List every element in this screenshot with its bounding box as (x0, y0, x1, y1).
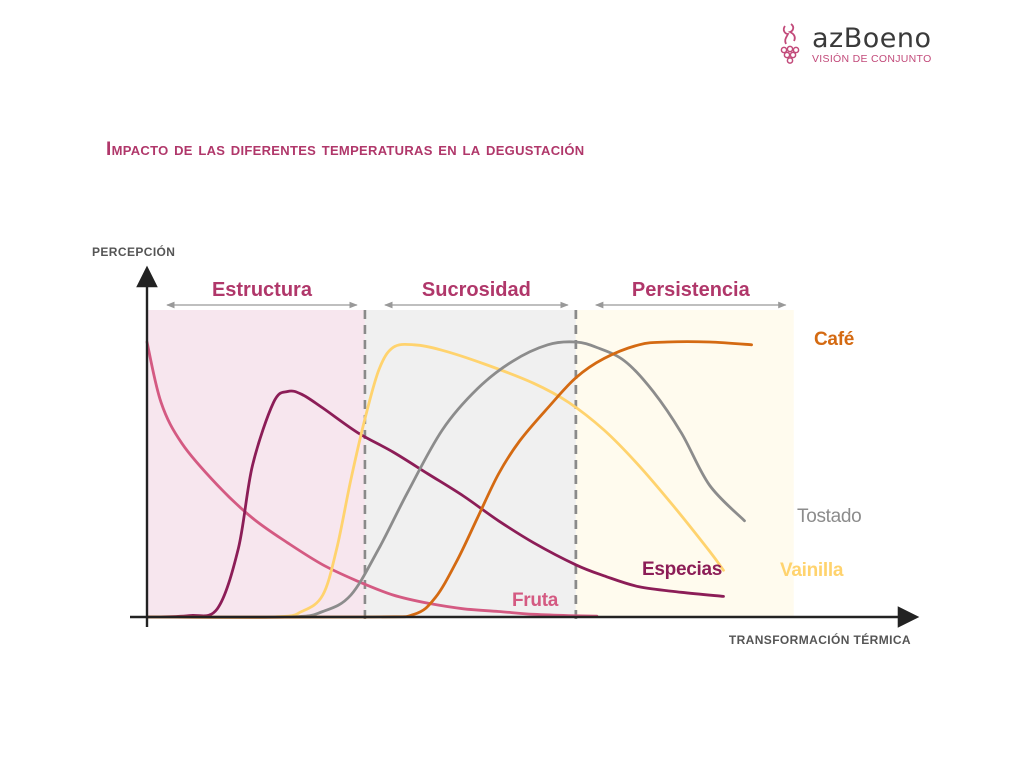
series-line-tostado (145, 340, 746, 619)
series-line-especias (145, 389, 725, 619)
series-line-fruta (145, 340, 599, 618)
grape-vine-icon (780, 23, 800, 64)
series-line-vainilla (145, 342, 725, 619)
brand-logo: azBoeno VISIÓN DE CONJUNTO (776, 22, 956, 68)
series-label-cafe: Café (814, 329, 854, 350)
y-axis-label: PERCEPCIÓN (92, 244, 175, 259)
zone-persistencia (575, 310, 794, 617)
series-label-vainilla: Vainilla (780, 560, 844, 581)
x-axis-label: TRANSFORMACIÓN TÉRMICA (729, 632, 911, 647)
zone-estructura (147, 310, 365, 617)
zone-sucrosidad (364, 310, 576, 617)
zone-label-persistencia: Persistencia (632, 279, 751, 301)
zone-label-sucrosidad: Sucrosidad (422, 279, 531, 301)
series-label-especias: Especias (642, 559, 722, 580)
logo-tagline: VISIÓN DE CONJUNTO (812, 53, 932, 65)
series-label-tostado: Tostado (797, 506, 861, 527)
page-title: Impacto de las diferentes temperaturas e… (106, 139, 585, 160)
logo-wordmark: azBoeno (812, 23, 932, 54)
zone-label-estructura: Estructura (212, 279, 313, 301)
series-label-fruta: Fruta (512, 590, 559, 611)
